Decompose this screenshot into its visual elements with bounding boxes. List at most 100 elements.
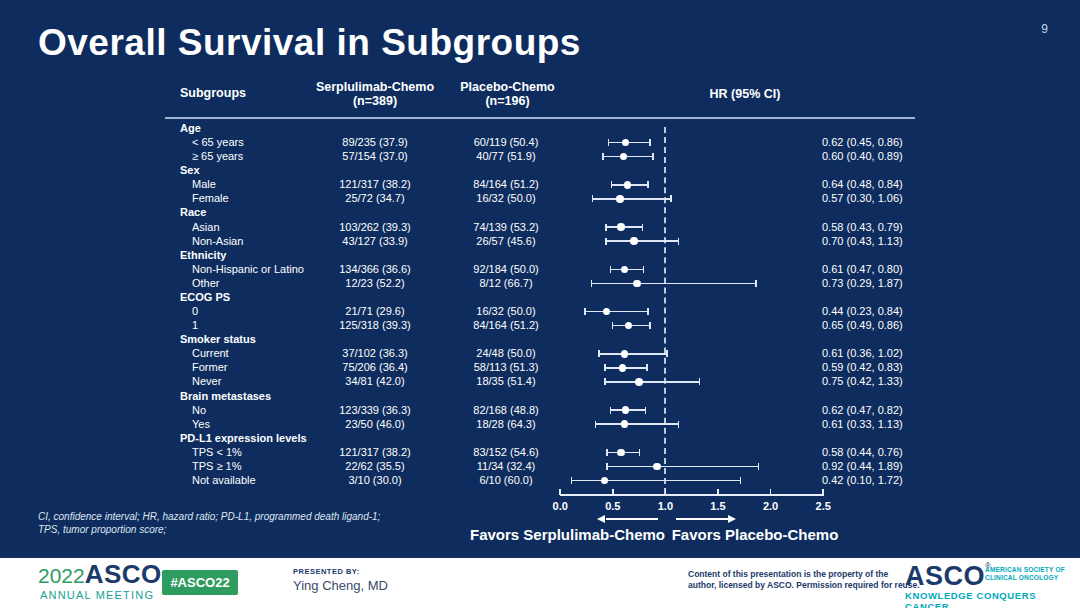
axis-tick xyxy=(822,489,824,495)
subgroup-label: Other xyxy=(192,277,220,290)
subgroup-label: TPS < 1% xyxy=(192,446,242,459)
ci-line xyxy=(608,142,651,144)
society-line2: CLINICAL ONCOLOGY xyxy=(985,574,1065,582)
axis-tick-label: 0.0 xyxy=(543,500,577,512)
society-line1: AMERICAN SOCIETY OF xyxy=(985,566,1065,574)
ci-line xyxy=(602,156,654,158)
subgroup-label: Current xyxy=(192,347,229,360)
ci-line xyxy=(584,311,648,313)
subgroup-label: Non-Asian xyxy=(192,235,243,248)
arm2-value: 58/113 (51.3) xyxy=(431,361,581,374)
ci-cap-left xyxy=(598,350,600,357)
column-header-subgroups: Subgroups xyxy=(180,86,246,100)
x-axis-line xyxy=(560,494,824,496)
ci-cap-right xyxy=(639,449,641,456)
axis-tick-label: 0.5 xyxy=(596,500,630,512)
column-header-hr: HR (95% CI) xyxy=(655,87,835,101)
point-estimate-marker xyxy=(653,463,661,471)
arm2-value: 84/164 (51.2) xyxy=(431,319,581,332)
point-estimate-marker xyxy=(621,350,629,358)
asco-right-logo-text: ASCO xyxy=(905,561,985,591)
subgroup-label: Never xyxy=(192,375,221,388)
copyright-disclaimer: Content of this presentation is the prop… xyxy=(688,569,920,591)
axis-tick-label: 1.5 xyxy=(701,500,735,512)
point-estimate-marker xyxy=(621,266,629,274)
point-estimate-marker xyxy=(617,223,625,231)
ci-line xyxy=(606,466,759,468)
hr-ci-value: 0.70 (0.43, 1.13) xyxy=(822,235,903,248)
axis-tick xyxy=(612,489,614,495)
favors-left-arrow-head xyxy=(597,515,605,523)
point-estimate-marker xyxy=(630,237,638,245)
subgroup-label: < 65 years xyxy=(192,136,244,149)
column-header-arm2: Placebo-Chemo (n=196) xyxy=(430,80,585,108)
hr-ci-value: 0.62 (0.47, 0.82) xyxy=(822,404,903,417)
ci-cap-left xyxy=(602,153,604,160)
hr-ci-value: 0.73 (0.29, 1.87) xyxy=(822,277,903,290)
ci-cap-right xyxy=(699,378,701,385)
footnote-line2: TPS, tumor proportion score; xyxy=(38,524,380,537)
slide-title: Overall Survival in Subgroups xyxy=(38,22,581,64)
ci-cap-right xyxy=(758,463,760,470)
arm2-value: 16/32 (50.0) xyxy=(431,192,581,205)
ci-line xyxy=(591,283,757,285)
ci-cap-left xyxy=(595,421,597,428)
subgroup-label: 1 xyxy=(192,319,198,332)
arm2-value: 60/119 (50.4) xyxy=(431,136,581,149)
ci-cap-left xyxy=(592,195,594,202)
hr-ci-value: 0.60 (0.40, 0.89) xyxy=(822,150,903,163)
asco-society-logo: ASCO® xyxy=(905,561,991,592)
ci-cap-right xyxy=(649,322,651,329)
ci-cap-left xyxy=(605,224,607,231)
ci-cap-right xyxy=(643,266,645,273)
page-number: 9 xyxy=(1041,22,1048,36)
arm2-value: 74/139 (53.2) xyxy=(431,221,581,234)
point-estimate-marker xyxy=(619,364,627,372)
subgroup-label: No xyxy=(192,404,206,417)
arm2-value: 82/168 (48.8) xyxy=(431,404,581,417)
subgroup-label: 0 xyxy=(192,305,198,318)
ci-cap-left xyxy=(606,463,608,470)
axis-tick xyxy=(770,489,772,495)
subgroup-label: Yes xyxy=(192,418,210,431)
asco-logo-text: ASCO xyxy=(85,559,162,589)
asco-tagline: KNOWLEDGE CONQUERS CANCER xyxy=(905,590,1080,608)
subgroup-label: ECOG PS xyxy=(180,291,230,304)
arm2-value: 84/164 (51.2) xyxy=(431,178,581,191)
ci-cap-right xyxy=(666,350,668,357)
axis-tick xyxy=(717,489,719,495)
presenter-name: Ying Cheng, MD xyxy=(293,578,388,593)
slide: 9 Overall Survival in Subgroups Subgroup… xyxy=(0,0,1080,608)
favors-left-label: Favors Serplulimab-Chemo xyxy=(455,526,680,543)
point-estimate-marker xyxy=(624,181,632,189)
ci-line xyxy=(604,381,700,383)
axis-tick xyxy=(559,489,561,495)
subgroup-label: PD-L1 expression levels xyxy=(180,432,307,445)
subgroup-label: Brain metastases xyxy=(180,390,271,403)
hr-ci-value: 0.61 (0.33, 1.13) xyxy=(822,418,903,431)
ci-cap-left xyxy=(604,364,606,371)
ci-cap-left xyxy=(612,322,614,329)
subgroup-label: Smoker status xyxy=(180,333,256,346)
point-estimate-marker xyxy=(617,449,625,457)
annual-meeting-label: ANNUAL MEETING xyxy=(40,589,154,601)
axis-tick-label: 1.0 xyxy=(648,500,682,512)
ci-line xyxy=(571,480,741,482)
subgroup-label: Former xyxy=(192,361,227,374)
ci-cap-left xyxy=(584,308,586,315)
ci-cap-left xyxy=(606,449,608,456)
ci-line xyxy=(595,423,679,425)
subgroup-label: Race xyxy=(180,206,206,219)
ci-cap-left xyxy=(591,280,593,287)
subgroup-label: Ethnicity xyxy=(180,249,226,262)
arm2-value: 24/48 (50.0) xyxy=(431,347,581,360)
hr-ci-value: 0.61 (0.47, 0.80) xyxy=(822,263,903,276)
arm2-value: 18/28 (64.3) xyxy=(431,418,581,431)
ci-cap-right xyxy=(678,238,680,245)
hr-ci-value: 0.64 (0.48, 0.84) xyxy=(822,178,903,191)
ci-line xyxy=(598,353,667,355)
arm2-value: 83/152 (54.6) xyxy=(431,446,581,459)
ci-cap-right xyxy=(646,364,648,371)
ci-cap-left xyxy=(608,139,610,146)
favors-right-label: Favors Placebo-Chemo xyxy=(655,526,855,543)
